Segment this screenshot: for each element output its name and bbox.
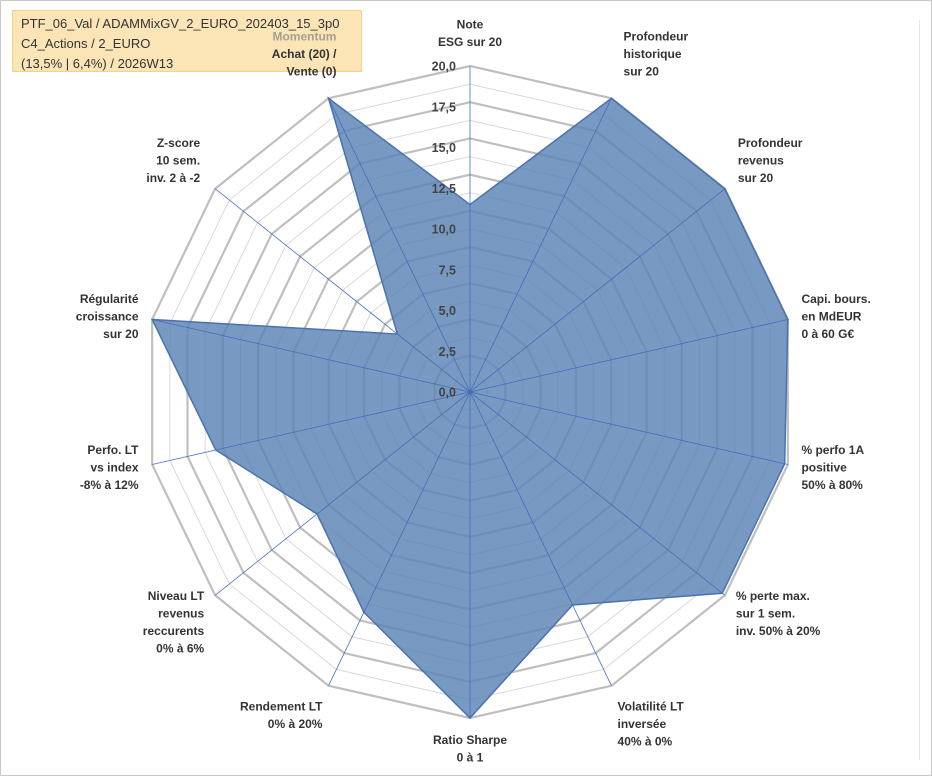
axis-label-14-line-3: Vente (0)	[286, 65, 336, 79]
tick-label-7: 17,5	[432, 100, 456, 114]
series-spoke-7	[469, 391, 573, 606]
axis-label-6-line-1: % perte max.	[736, 589, 810, 603]
axis-label-13-line-1: Z-score	[157, 136, 201, 150]
axis-label-6: % perte max. sur 1 sem. inv. 50% à 20%	[736, 589, 821, 638]
axis-label-3: Profondeur revenus sur 20	[738, 136, 803, 185]
axis-label-3-line-2: revenus	[738, 154, 784, 168]
tick-label-1: 2,5	[439, 345, 456, 359]
axis-label-5: % perfo 1A positive 50% à 80%	[801, 443, 864, 492]
series-spoke-9	[363, 391, 471, 613]
axis-label-14-line-1: Momentum	[272, 30, 336, 44]
axis-label-11: Perfo. LT vs index -8% à 12%	[80, 443, 139, 492]
series-spoke-2	[469, 98, 612, 393]
series-spoke-11	[215, 391, 471, 451]
axis-label-14-line-2: Achat (20) /	[272, 47, 337, 61]
axis-label-7-line-1: Volatilité LT	[618, 699, 685, 713]
axis-label-10-line-1: Niveau LT	[148, 589, 205, 603]
axis-label-1-line-1: Note	[457, 18, 484, 32]
axis-label-9-line-1: Rendement LT	[240, 699, 323, 713]
axis-label-10-line-2: revenus	[158, 606, 204, 620]
axis-label-8: Ratio Sharpe 0 à 1	[433, 733, 507, 765]
axis-label-14: Momentum Achat (20) / Vente (0)	[272, 30, 337, 79]
axis-label-9: Rendement LT 0% à 20%	[240, 699, 323, 731]
axis-label-12-line-1: Régularité	[80, 292, 139, 306]
axis-label-10-line-3: reccurents	[143, 624, 205, 638]
info-line-2: C4_Actions / 2_EURO	[21, 36, 151, 51]
axis-label-2-line-2: historique	[624, 47, 682, 61]
axis-label-6-line-2: sur 1 sem.	[736, 606, 795, 620]
axis-label-5-line-3: 50% à 80%	[801, 478, 863, 492]
axis-label-11-line-1: Perfo. LT	[87, 443, 139, 457]
axis-label-12-line-3: sur 20	[103, 327, 139, 341]
axis-label-11-line-2: vs index	[90, 461, 138, 475]
axis-label-9-line-2: 0% à 20%	[268, 717, 323, 731]
tick-label-5: 12,5	[432, 182, 456, 196]
info-line-3: (13,5% | 6,4%) / 2026W13	[21, 56, 174, 71]
tick-label-4: 10,0	[432, 223, 456, 237]
axis-label-13-line-2: 10 sem.	[156, 154, 200, 168]
tick-label-0: 0,0	[439, 386, 456, 400]
axis-label-8-line-1: Ratio Sharpe	[433, 733, 507, 747]
axis-label-7: Volatilité LT inversée 40% à 0%	[618, 699, 685, 748]
axis-label-4-line-2: en MdEUR	[801, 309, 861, 323]
series-spoke-5	[469, 391, 785, 465]
axis-label-4-line-3: 0 à 60 G€	[801, 327, 854, 341]
axis-label-11-line-3: -8% à 12%	[80, 478, 139, 492]
tick-label-8: 20,0	[432, 60, 456, 74]
axis-label-7-line-2: inversée	[618, 717, 667, 731]
axis-label-3-line-1: Profondeur	[738, 136, 803, 150]
axis-label-13: Z-score 10 sem. inv. 2 à -2	[146, 136, 200, 185]
axis-label-8-line-2: 0 à 1	[457, 751, 484, 765]
axis-label-5-line-1: % perfo 1A	[801, 443, 864, 457]
tick-label-2: 5,0	[439, 304, 456, 318]
series-spoke-12	[152, 319, 471, 393]
axis-label-4: Capi. bours. en MdEUR 0 à 60 G€	[801, 292, 870, 341]
axis-label-10: Niveau LT revenus reccurents 0% à 6%	[143, 589, 205, 656]
tick-label-6: 15,0	[432, 141, 456, 155]
series-spoke-4	[469, 319, 788, 393]
portfolio-info-box: PTF_06_Val / ADAMMixGV_2_EURO_202403_15_…	[12, 10, 362, 72]
axis-label-4-line-1: Capi. bours.	[801, 292, 870, 306]
axis-label-2-line-3: sur 20	[624, 65, 660, 79]
radar-axis-labels: Note ESG sur 20 Profondeur historique sur 20…	[76, 18, 871, 765]
axis-label-3-line-3: sur 20	[738, 171, 774, 185]
axis-label-7-line-3: 40% à 0%	[618, 734, 673, 748]
series-spoke-14	[328, 98, 471, 393]
axis-label-13-line-3: inv. 2 à -2	[146, 171, 200, 185]
tick-label-3: 7,5	[439, 263, 456, 277]
axis-label-1: Note ESG sur 20	[438, 18, 502, 50]
axis-label-12: Régularité croissance sur 20	[76, 292, 139, 341]
series-spoke-13	[397, 333, 471, 393]
series-spoke-10	[316, 391, 471, 515]
axis-label-2-line-1: Profondeur	[624, 30, 689, 44]
axis-label-12-line-2: croissance	[76, 309, 139, 323]
axis-label-1-line-2: ESG sur 20	[438, 35, 502, 49]
series-spoke-3	[469, 188, 726, 393]
radar-series	[150, 96, 789, 720]
frame-edge	[919, 20, 924, 760]
axis-label-6-line-3: inv. 50% à 20%	[736, 624, 821, 638]
axis-label-5-line-2: positive	[801, 461, 847, 475]
radar-tick-labels: 0,0 2,5 5,0 7,5 10,0 12,5 15,0 17,5 20,0	[432, 60, 456, 400]
info-line-1: PTF_06_Val / ADAMMixGV_2_EURO_202403_15_…	[21, 16, 340, 31]
axis-label-10-line-4: 0% à 6%	[156, 641, 204, 655]
axis-label-2: Profondeur historique sur 20	[624, 30, 689, 79]
series-spoke-6	[469, 391, 723, 594]
